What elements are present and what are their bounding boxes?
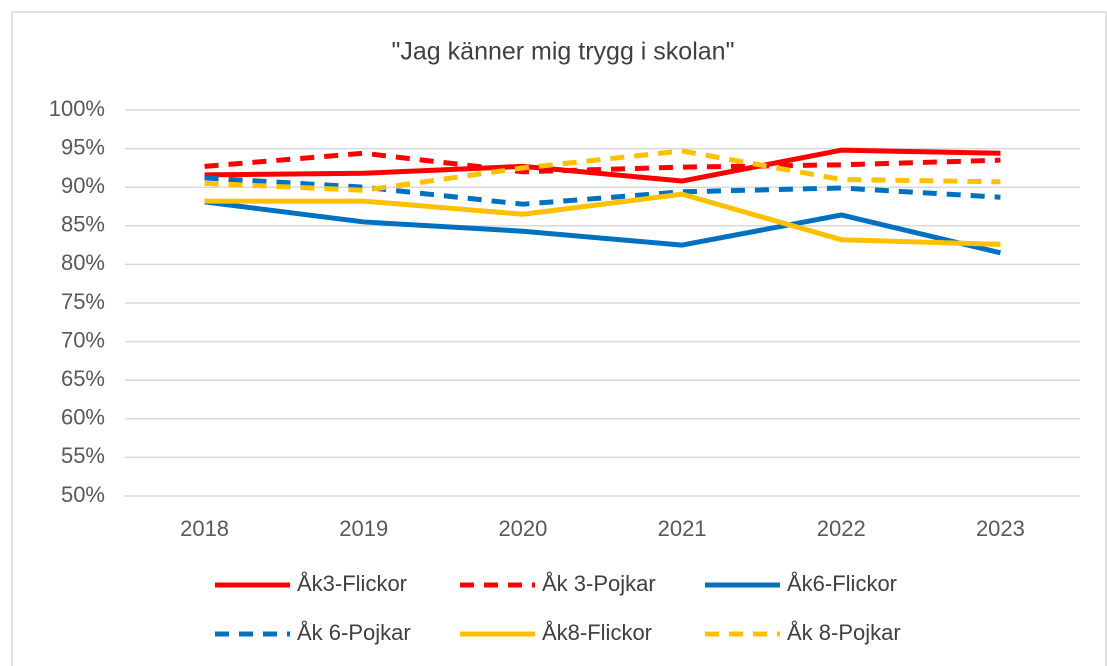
y-tick-label: 80%	[61, 250, 105, 275]
y-tick-label: 75%	[61, 289, 105, 314]
legend-label: Åk 6-Pojkar	[297, 620, 411, 645]
series-line	[204, 191, 1001, 247]
y-tick-label: 65%	[61, 366, 105, 391]
x-tick-label: 2019	[339, 516, 388, 541]
chart-border	[11, 11, 1107, 666]
x-tick-label: 2021	[658, 516, 707, 541]
chart-title: "Jag känner mig trygg i skolan"	[392, 38, 735, 66]
y-tick-label: 85%	[61, 212, 105, 237]
legend-label: Åk 3-Pojkar	[542, 571, 656, 596]
x-tick-label: 2022	[817, 516, 866, 541]
legend-label: Åk6-Flickor	[787, 571, 897, 596]
x-tick-label: 2023	[976, 516, 1025, 541]
legend-label: Åk 8-Pojkar	[787, 620, 901, 645]
y-tick-label: 100%	[49, 96, 105, 121]
x-tick-label: 2020	[498, 516, 547, 541]
y-tick-label: 95%	[61, 134, 105, 159]
y-tick-label: 70%	[61, 327, 105, 352]
legend-label: Åk8-Flickor	[542, 620, 652, 645]
series-line	[204, 199, 1001, 256]
series-line	[204, 147, 1001, 184]
y-tick-label: 60%	[61, 405, 105, 430]
legend-label: Åk3-Flickor	[297, 571, 407, 596]
series-line	[204, 175, 1001, 207]
y-tick-label: 55%	[61, 443, 105, 468]
x-tick-label: 2018	[180, 516, 229, 541]
y-tick-label: 50%	[61, 482, 105, 507]
series-line	[204, 148, 1001, 193]
y-tick-label: 90%	[61, 173, 105, 198]
series-line	[204, 150, 1001, 175]
